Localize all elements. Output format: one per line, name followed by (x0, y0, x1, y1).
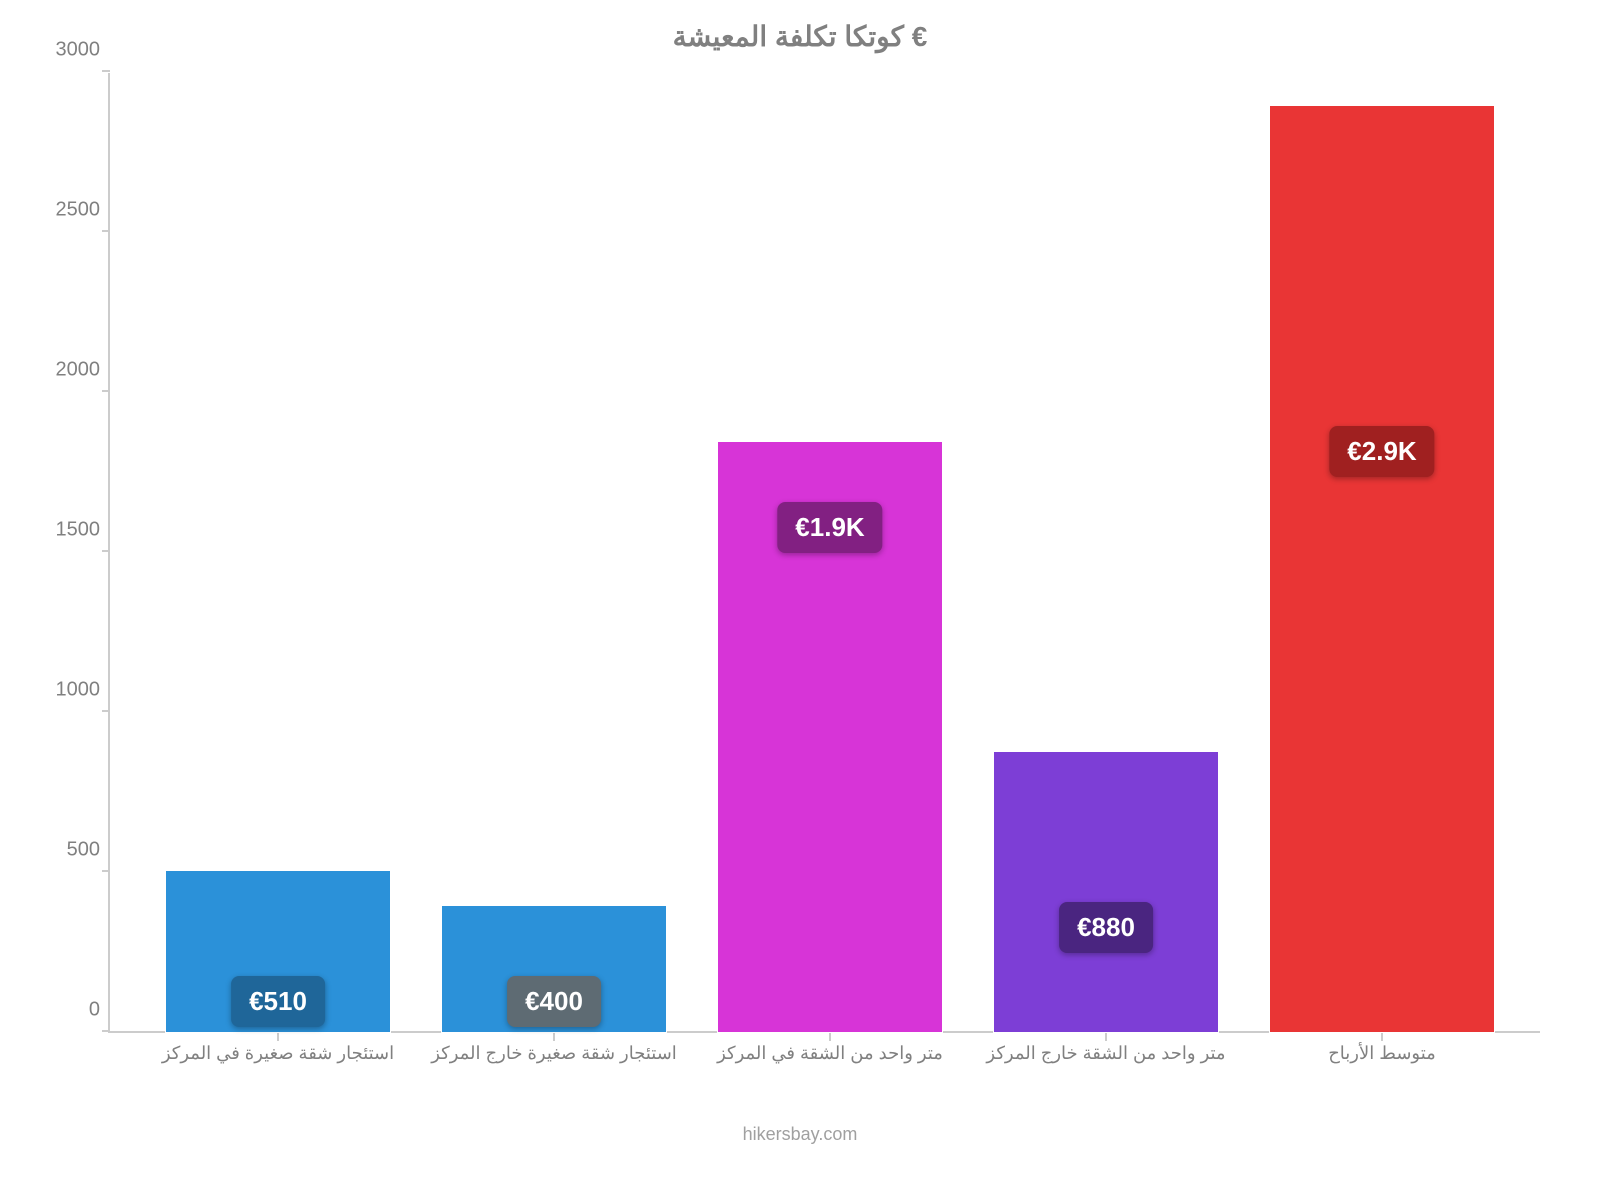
bar: €400 (441, 905, 667, 1033)
y-axis-line (108, 73, 110, 1033)
y-tick-mark (102, 1030, 110, 1032)
attribution-text: hikersbay.com (40, 1124, 1560, 1145)
plot-area: 050010001500200025003000 €510€400€1.9K€8… (120, 73, 1540, 1033)
x-axis-category-label: متر واحد من الشقة خارج المركز (968, 1043, 1244, 1064)
bar-slot: €2.9K (1244, 73, 1520, 1033)
x-axis-labels: استئجار شقة صغيرة في المركزاستئجار شقة ص… (120, 1043, 1540, 1064)
y-tick-mark (102, 710, 110, 712)
x-axis-category-label: استئجار شقة صغيرة في المركز (140, 1043, 416, 1064)
chart-container: كوتكا تكلفة المعيشة € 0 500 1000 1500 2000 25… (40, 20, 1560, 1160)
bar: €880 (993, 751, 1219, 1033)
bar-value-label: €880 (1059, 902, 1153, 953)
x-axis-category-label: متوسط الأرباح (1244, 1043, 1520, 1064)
bar-slot: €400 (416, 73, 692, 1033)
bar-value-label: €1.9K (777, 502, 882, 553)
bars-region: €510 €400 €1.9K €880 €2.9K (120, 73, 1540, 1033)
y-tick-label: 2000 (40, 359, 100, 382)
bar: €2.9K (1269, 105, 1495, 1033)
bar-value-label: €2.9K (1329, 426, 1434, 477)
y-tick-mark (102, 70, 110, 72)
y-tick-label: 1500 (40, 519, 100, 542)
bar: €1.9K (717, 441, 943, 1033)
y-tick-mark (102, 550, 110, 552)
y-tick-mark (102, 390, 110, 392)
y-tick-label: 2500 (40, 199, 100, 222)
bar: €510 (165, 870, 391, 1033)
bar-slot: €1.9K (692, 73, 968, 1033)
x-axis-category-label: متر واحد من الشقة في المركز (692, 1043, 968, 1064)
x-axis-category-label: استئجار شقة صغيرة خارج المركز (416, 1043, 692, 1064)
y-tick-label: 1000 (40, 679, 100, 702)
bar-value-label: €510 (231, 976, 325, 1027)
y-tick-label: 0 (40, 999, 100, 1022)
y-tick-mark (102, 870, 110, 872)
x-tick-mark (1381, 1033, 1383, 1041)
x-tick-mark (277, 1033, 279, 1041)
chart-title: كوتكا تكلفة المعيشة € (40, 20, 1560, 53)
y-tick-label: 3000 (40, 39, 100, 62)
bar-slot: €510 (140, 73, 416, 1033)
x-tick-mark (829, 1033, 831, 1041)
y-tick-mark (102, 230, 110, 232)
bar-slot: €880 (968, 73, 1244, 1033)
x-tick-mark (553, 1033, 555, 1041)
y-tick-label: 500 (40, 839, 100, 862)
bar-value-label: €400 (507, 976, 601, 1027)
x-tick-mark (1105, 1033, 1107, 1041)
